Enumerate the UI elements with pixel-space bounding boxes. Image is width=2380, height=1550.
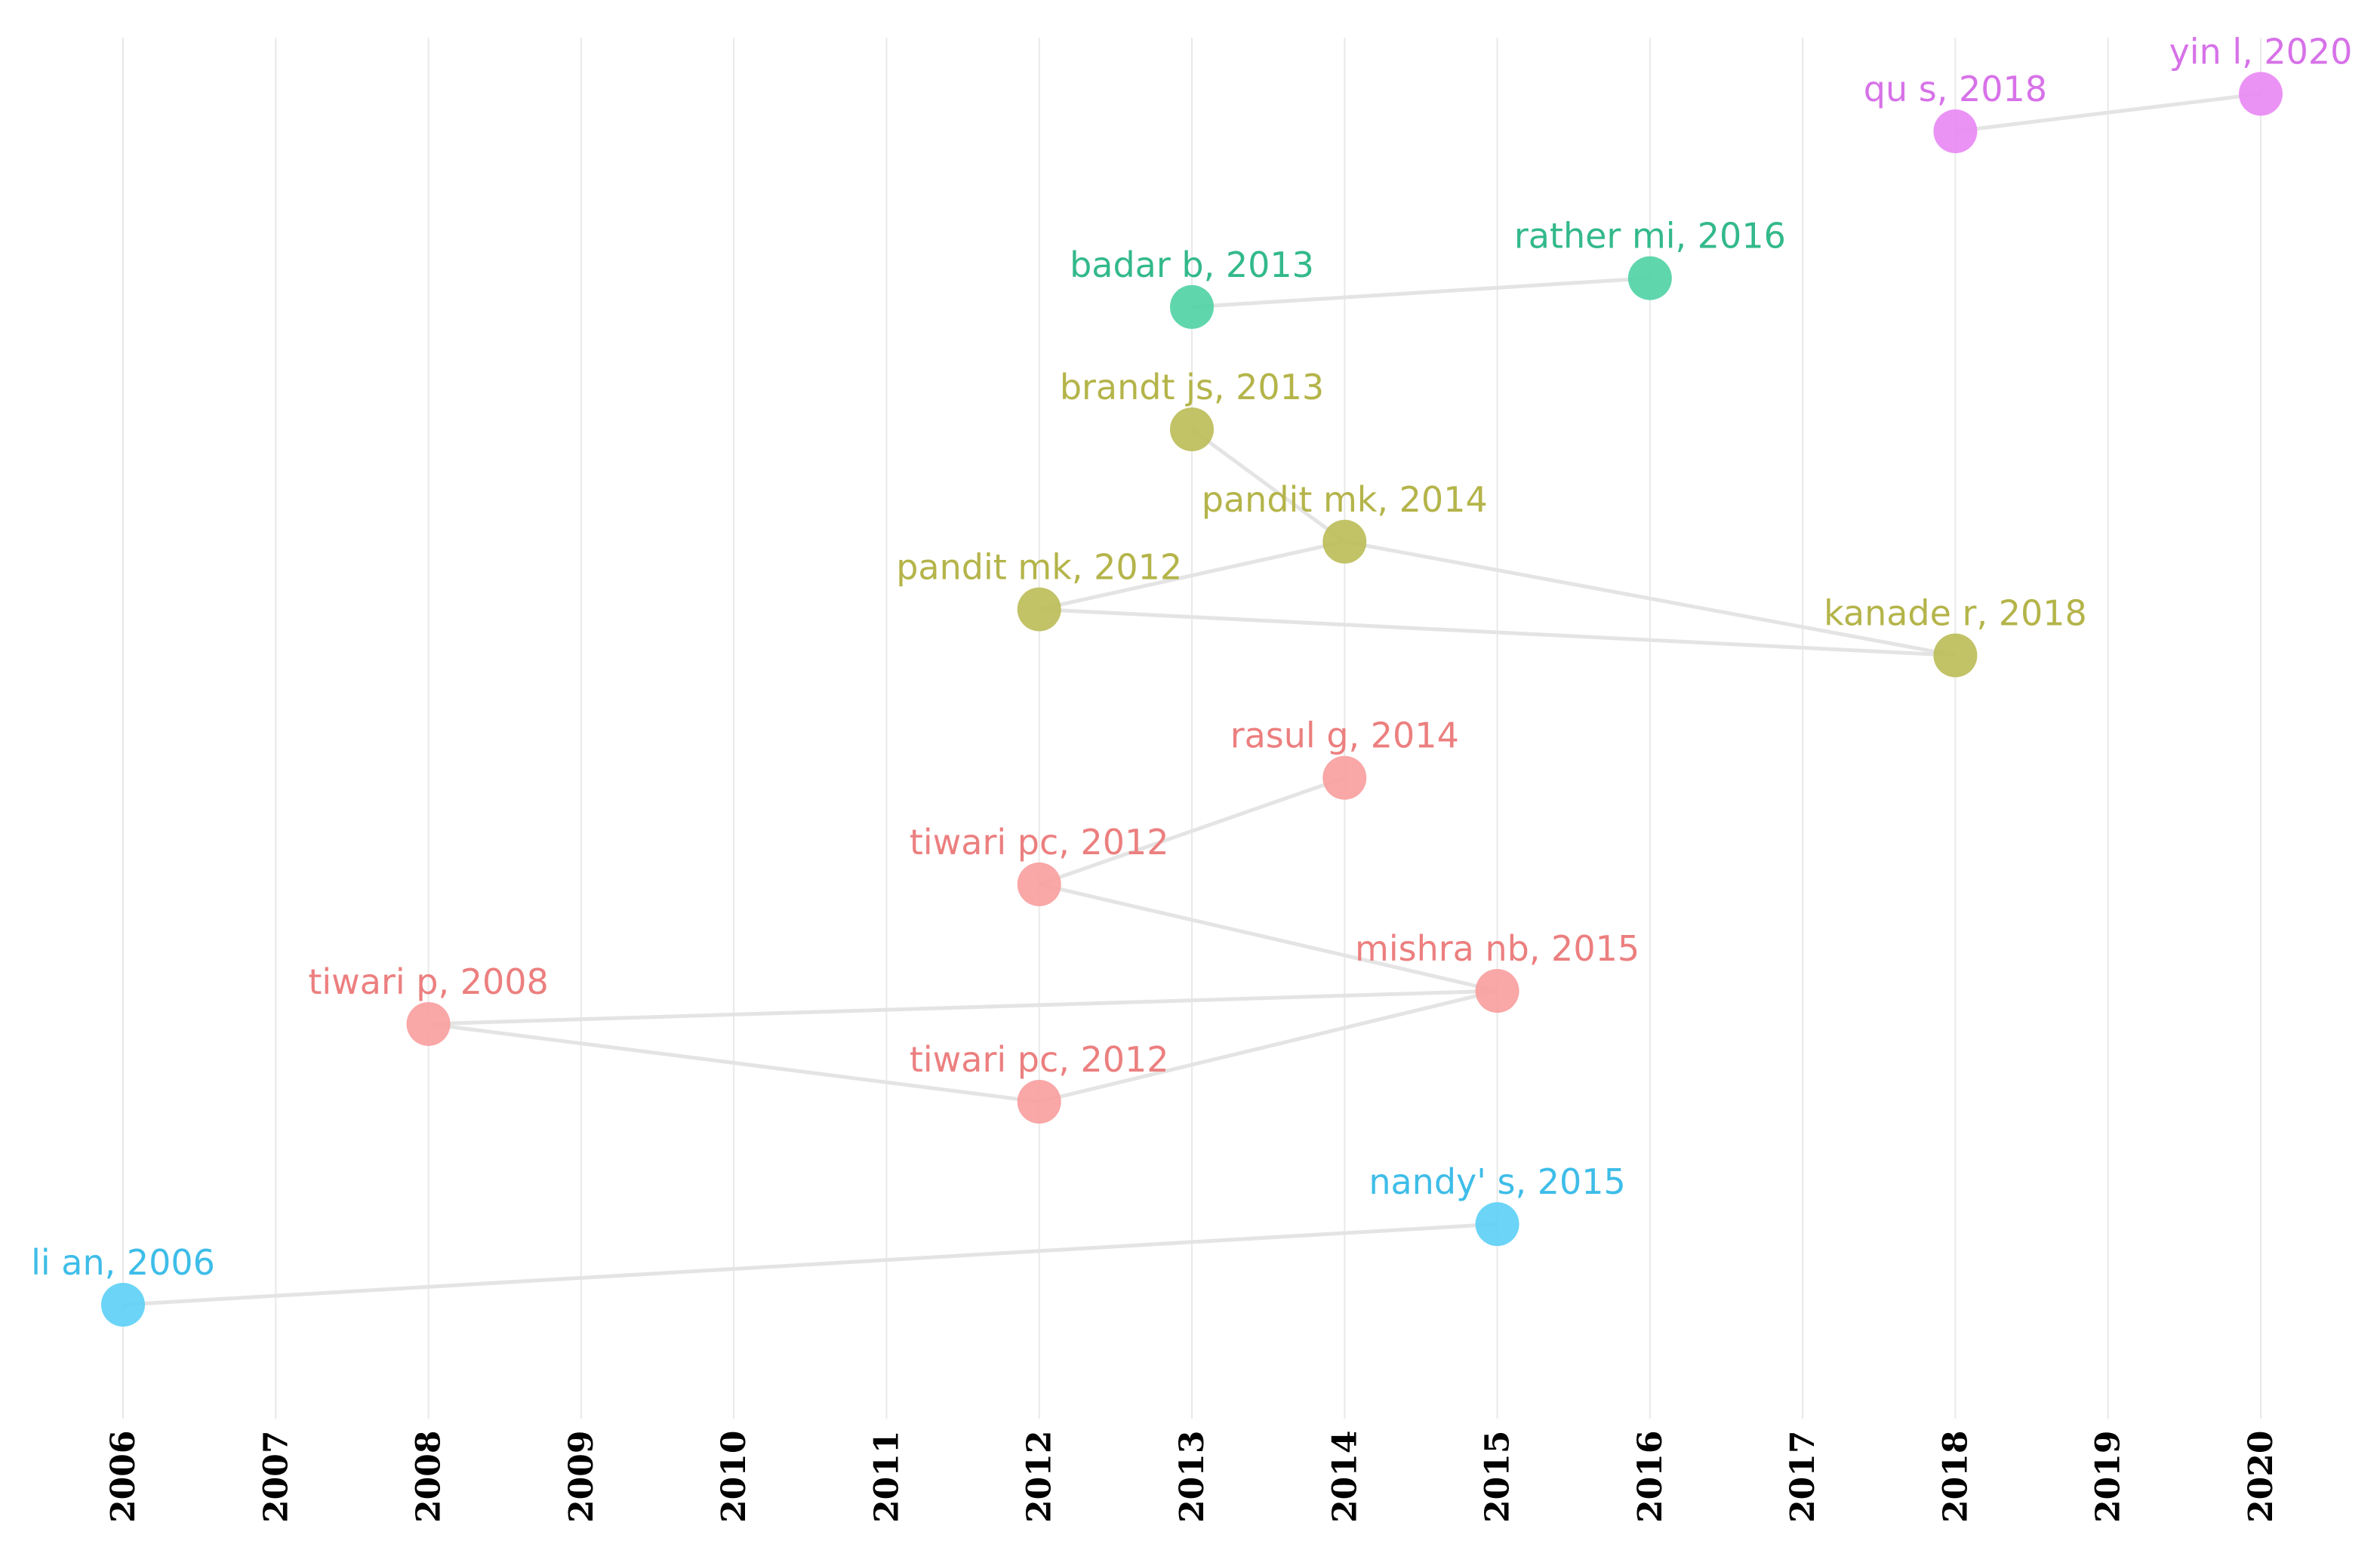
node-badar-b-2013[interactable] [1170, 284, 1214, 329]
node-qu-s-2018[interactable] [1933, 109, 1978, 153]
x-tick-label-2019: 2019 [2089, 1431, 2128, 1523]
link-brandt-js-2013-pandit-mk-2014 [1190, 427, 1346, 543]
link-tiwari-pc-2012-a-rasul-g-2014 [1038, 776, 1346, 887]
node-label-kanade-r-2018: kanade r, 2018 [1824, 593, 2087, 634]
node-tiwari-pc-2012-b[interactable] [1017, 1079, 1061, 1124]
x-tick-label-2018: 2018 [1936, 1431, 1975, 1523]
node-label-brandt-js-2013: brandt js, 2013 [1060, 367, 1324, 407]
link-li-an-2006-nandy-s-2015 [122, 1222, 1498, 1307]
node-brandt-js-2013[interactable] [1170, 407, 1214, 451]
link-tiwari-pc-2012-a-mishra-nb-2015 [1039, 882, 1498, 993]
node-pandit-mk-2014[interactable] [1322, 519, 1367, 564]
x-tick-label-2017: 2017 [1784, 1431, 1822, 1523]
x-tick-label-2015: 2015 [1479, 1431, 1517, 1523]
paper-nodes [101, 72, 2283, 1327]
citation-links [122, 91, 2261, 1307]
node-rasul-g-2014[interactable] [1322, 755, 1367, 800]
x-tick-label-2013: 2013 [1173, 1431, 1212, 1523]
node-label-mishra-nb-2015: mishra nb, 2015 [1355, 928, 1640, 969]
x-tick-label-2007: 2007 [257, 1431, 295, 1523]
node-label-badar-b-2013: badar b, 2013 [1070, 244, 1314, 285]
node-label-tiwari-pc-2012-b: tiwari pc, 2012 [910, 1039, 1169, 1080]
node-label-pandit-mk-2014: pandit mk, 2014 [1202, 479, 1488, 520]
node-label-tiwari-p-2008: tiwari p, 2008 [308, 961, 548, 1002]
x-tick-label-2011: 2011 [867, 1431, 906, 1523]
node-label-tiwari-pc-2012-a: tiwari pc, 2012 [910, 822, 1169, 863]
link-badar-b-2013-rather-mi-2016 [1191, 276, 1651, 309]
node-tiwari-p-2008[interactable] [406, 1001, 451, 1046]
link-pandit-mk-2014-kanade-r-2018 [1344, 540, 1956, 657]
node-label-nandy-s-2015: nandy' s, 2015 [1369, 1161, 1625, 1202]
link-pandit-mk-2012-kanade-r-2018 [1039, 607, 1956, 658]
node-tiwari-pc-2012-a[interactable] [1017, 862, 1061, 906]
node-label-pandit-mk-2012: pandit mk, 2012 [896, 546, 1182, 587]
link-tiwari-p-2008-tiwari-pc-2012-b [428, 1022, 1040, 1104]
x-tick-label-2016: 2016 [1631, 1431, 1670, 1523]
node-pandit-mk-2012[interactable] [1017, 587, 1061, 632]
x-tick-label-2006: 2006 [104, 1431, 143, 1523]
x-tick-label-2012: 2012 [1021, 1431, 1059, 1523]
link-qu-s-2018-yin-l-2020 [1955, 91, 2261, 134]
link-tiwari-pc-2012-b-mishra-nb-2015 [1039, 989, 1498, 1104]
x-tick-label-2008: 2008 [410, 1431, 448, 1523]
paper-labels: yin l, 2020 qu s, 2018 rather mi, 2016 bada… [31, 31, 2352, 1283]
x-tick-label-2014: 2014 [1325, 1431, 1364, 1523]
link-tiwari-p-2008-mishra-nb-2015 [428, 989, 1498, 1026]
node-nandy-s-2015[interactable] [1475, 1202, 1519, 1247]
node-label-li-an-2006: li an, 2006 [31, 1242, 215, 1283]
node-kanade-r-2018[interactable] [1933, 633, 1978, 678]
node-mishra-nb-2015[interactable] [1475, 969, 1519, 1013]
x-tick-label-2010: 2010 [715, 1431, 753, 1523]
x-tick-label-2009: 2009 [562, 1431, 601, 1523]
link-pandit-mk-2012-pandit-mk-2014 [1039, 540, 1345, 611]
node-label-qu-s-2018: qu s, 2018 [1864, 69, 2047, 109]
x-tick-label-2020: 2020 [2242, 1431, 2280, 1523]
x-axis-ticks: 2006 2007 2008 2009 2010 2011 2012 2013 2014 2015… [104, 1431, 2280, 1523]
node-label-rather-mi-2016: rather mi, 2016 [1514, 216, 1786, 257]
node-yin-l-2020[interactable] [2239, 72, 2283, 116]
node-rather-mi-2016[interactable] [1627, 256, 1672, 300]
node-label-yin-l-2020: yin l, 2020 [2169, 31, 2353, 72]
node-li-an-2006[interactable] [101, 1283, 145, 1327]
node-label-rasul-g-2014: rasul g, 2014 [1230, 715, 1459, 756]
